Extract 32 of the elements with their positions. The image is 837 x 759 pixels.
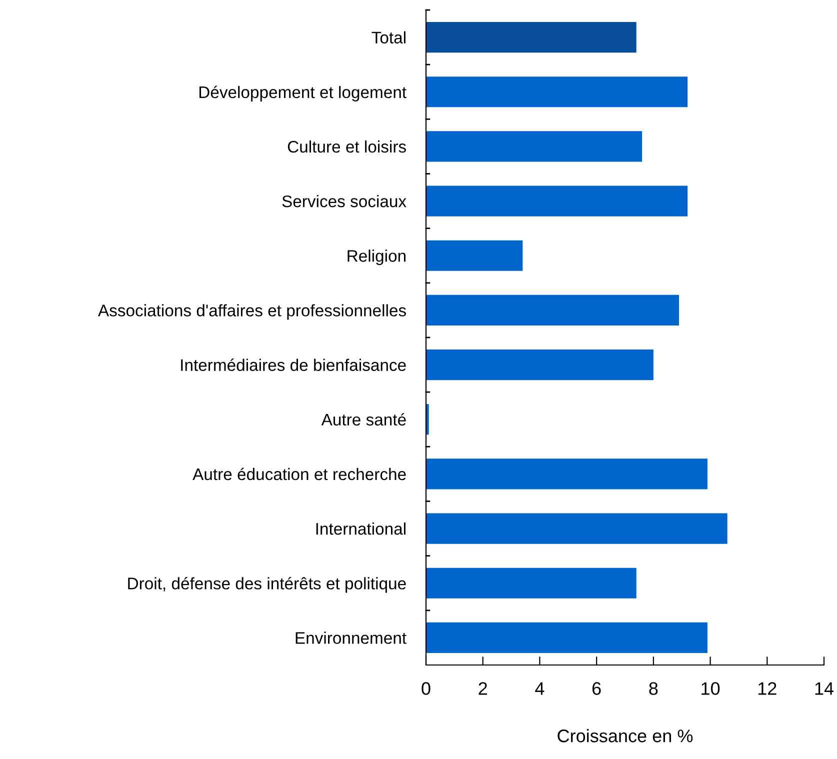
bar (426, 458, 708, 490)
y-tick-label: Autre santé (321, 413, 406, 426)
x-axis-title: Croissance en % (558, 729, 693, 742)
y-tick-label: Développement et logement (199, 86, 406, 102)
y-tick-label: Associations d'affaires et professionnelles (98, 304, 406, 320)
x-tick-label: 12 (758, 682, 776, 695)
bar (426, 294, 680, 326)
bar (426, 350, 654, 380)
bar (426, 76, 688, 108)
y-tick-label: International (316, 522, 406, 535)
x-tick-label: 2 (478, 682, 487, 695)
x-tick-label: 4 (535, 682, 544, 695)
x-tick-label: 10 (702, 682, 720, 695)
y-tick-label: Services sociaux (282, 195, 406, 208)
bar (426, 622, 708, 653)
x-tick-label: 8 (649, 682, 658, 695)
bar (426, 22, 636, 53)
bar (426, 131, 642, 162)
y-tick-label: Intermédiaires de bienfaisance (181, 358, 406, 371)
y-tick-label: Autre éducation et recherche (192, 468, 406, 480)
bar (426, 186, 688, 216)
x-tick-label: 6 (592, 682, 601, 695)
y-tick-label: Total (372, 31, 406, 44)
y-tick-label: Environnement (296, 632, 406, 644)
y-tick-label: Religion (348, 250, 406, 266)
bar (426, 513, 728, 544)
y-tick-label: Droit, défense des intérêts et politique (128, 576, 406, 593)
x-tick-label: 14 (815, 682, 834, 695)
bar (426, 568, 636, 598)
bar (426, 240, 523, 271)
y-tick-label: Culture et loisirs (288, 140, 406, 153)
x-tick-label: 0 (422, 682, 430, 695)
